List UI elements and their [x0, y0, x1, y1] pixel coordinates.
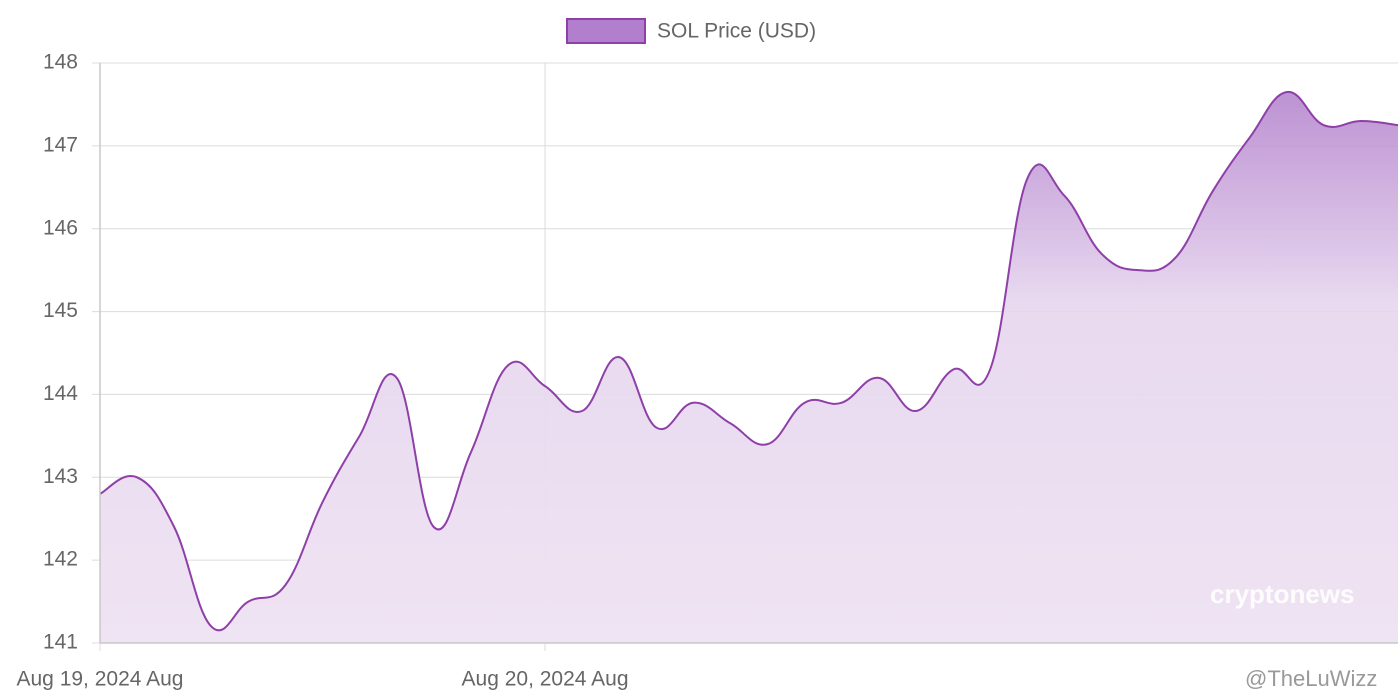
y-tick-label: 145 [43, 299, 78, 322]
x-tick-label: Aug 20, 2024 Aug [462, 668, 629, 691]
y-tick-label: 146 [43, 216, 78, 239]
y-tick-label: 142 [43, 548, 78, 571]
watermark: cryptonews [1210, 579, 1355, 609]
y-tick-label: 147 [43, 133, 78, 156]
legend-swatch [566, 18, 646, 44]
watermark-handle: @TheLuWizz [1245, 666, 1377, 691]
y-tick-label: 144 [43, 382, 78, 405]
y-tick-label: 141 [43, 631, 78, 654]
y-tick-label: 148 [43, 51, 78, 74]
y-tick-label: 143 [43, 465, 78, 488]
legend: SOL Price (USD) [566, 18, 816, 44]
price-line [99, 90, 1399, 632]
x-tick-label: Aug 19, 2024 Aug [17, 668, 184, 691]
legend-label: SOL Price (USD) [657, 20, 816, 43]
